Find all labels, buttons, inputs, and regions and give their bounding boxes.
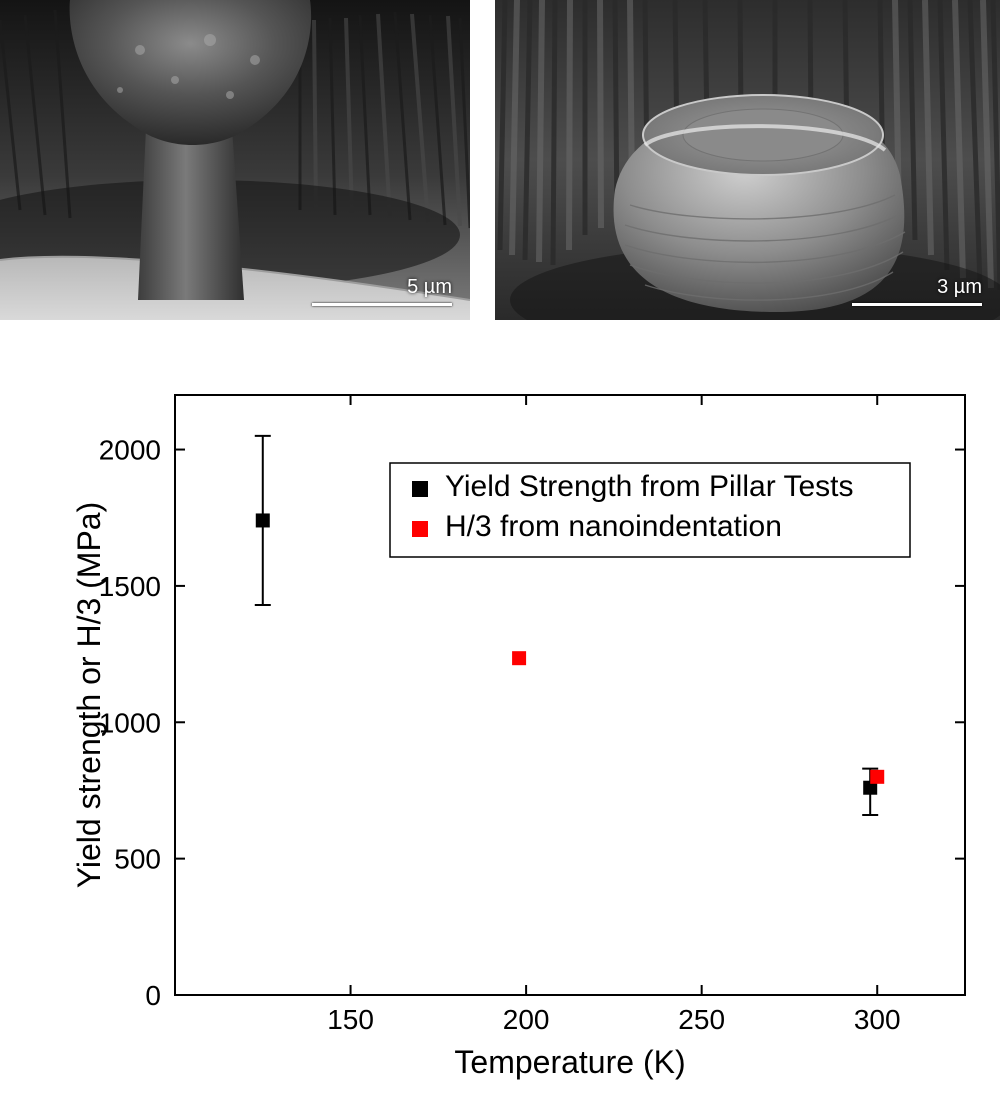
legend-marker xyxy=(412,521,428,537)
sem-image-right xyxy=(495,0,1000,320)
x-tick-label: 150 xyxy=(327,1004,374,1035)
sem-panel-right: 3 µm xyxy=(495,0,1000,320)
legend-marker xyxy=(412,481,428,497)
y-tick-label: 500 xyxy=(114,844,161,875)
x-tick-label: 200 xyxy=(503,1004,550,1035)
scalebar-left: 5 µm xyxy=(312,276,452,306)
legend-label: Yield Strength from Pillar Tests xyxy=(445,470,854,503)
sem-row: 5 µm xyxy=(0,0,1000,320)
y-tick-label: 0 xyxy=(145,980,161,1011)
legend-label: H/3 from nanoindentation xyxy=(445,510,782,543)
sem-panel-left: 5 µm xyxy=(0,0,470,320)
data-point-pillar xyxy=(256,513,270,527)
scalebar-right-line xyxy=(852,303,982,306)
scalebar-left-line xyxy=(312,303,452,306)
x-tick-label: 300 xyxy=(854,1004,901,1035)
scatter-chart: 150 200 250 300 0 500 1000 1500 2000 Temperature … xyxy=(70,375,990,1095)
x-axis-title: Temperature (K) xyxy=(454,1044,685,1080)
y-axis-title: Yield strength or H/3 (MPa) xyxy=(71,502,107,889)
x-tick-label: 250 xyxy=(678,1004,725,1035)
y-tick-label: 2000 xyxy=(99,435,161,466)
scalebar-left-label: 5 µm xyxy=(407,276,452,298)
scalebar-right: 3 µm xyxy=(852,276,982,306)
sem-image-left xyxy=(0,0,470,320)
scalebar-right-label: 3 µm xyxy=(937,276,982,298)
figure-wrap: 5 µm xyxy=(0,0,1000,1108)
y-tick-label: 1500 xyxy=(99,571,161,602)
data-point-nanoindent xyxy=(512,651,526,665)
chart-area: 150 200 250 300 0 500 1000 1500 2000 Temperature … xyxy=(70,375,990,1095)
y-tick-label: 1000 xyxy=(99,707,161,738)
data-point-nanoindent xyxy=(870,770,884,784)
